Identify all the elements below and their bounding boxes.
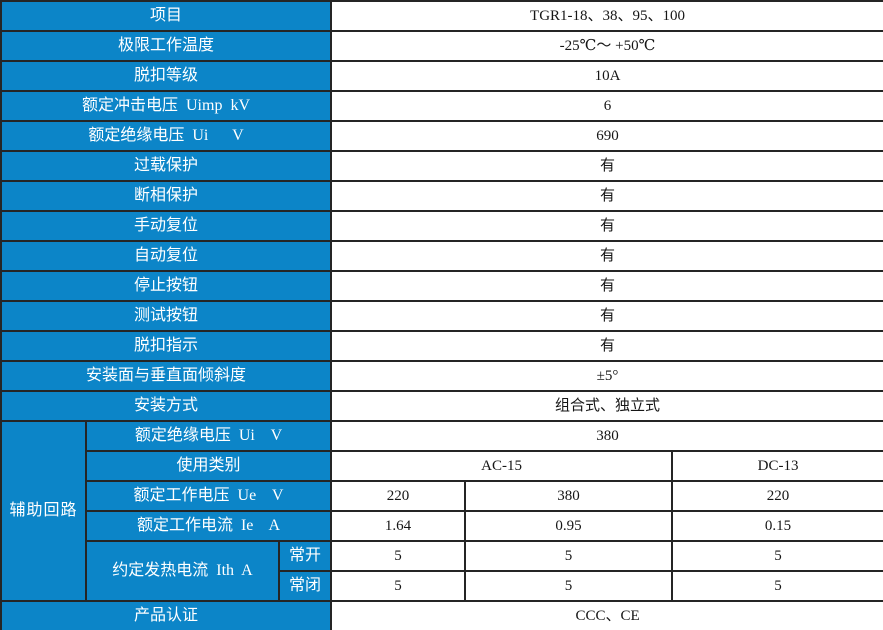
aux-row-value-ui: 380	[330, 420, 883, 452]
row-value-ui: 690	[330, 120, 883, 152]
row-label-trip-class: 脱扣等级	[0, 60, 333, 92]
row-label-tilt-angle: 安装面与垂直面倾斜度	[0, 360, 333, 392]
aux-category-dc: DC-13	[671, 450, 883, 482]
table-row-aux-ith-nc: 常闭 5 5 5	[1, 570, 883, 602]
aux-ie-value-2: 0.95	[464, 510, 674, 542]
row-label-manual-reset: 手动复位	[0, 210, 333, 242]
table-row-aux-ue: 额定工作电压 Ue V 220 380 220	[1, 480, 883, 512]
row-label-overload-protection: 过载保护	[0, 150, 333, 182]
row-value-trip-class: 10A	[330, 60, 883, 92]
aux-row-label-ue: 额定工作电压 Ue V	[84, 480, 333, 512]
row-label-mounting-type: 安装方式	[0, 390, 333, 422]
row-value-certification: CCC、CE	[330, 600, 883, 630]
aux-ith-nc-value-3: 5	[671, 570, 883, 602]
table-row-uimp: 额定冲击电压 Uimp kV 6	[0, 90, 883, 122]
table-row-phase-loss-protection: 断相保护 有	[0, 180, 883, 212]
table-row-aux-ui: 辅助回路 额定绝缘电压 Ui V 380	[0, 420, 883, 602]
table-row-trip-class: 脱扣等级 10A	[0, 60, 883, 92]
table-row-aux-category: 使用类别 AC-15 DC-13	[1, 450, 883, 482]
row-value-overload-protection: 有	[330, 150, 883, 182]
aux-ith-nc-label: 常闭	[277, 570, 333, 602]
table-row-test-button: 测试按钮 有	[0, 300, 883, 332]
table-row-aux-ith-no: 约定发热电流 Ith A 常开 5 5 5	[1, 540, 883, 602]
aux-ith-no-label: 常开	[277, 540, 333, 572]
aux-row-label-ui: 额定绝缘电压 Ui V	[84, 420, 333, 452]
row-value-tilt-angle: ±5°	[330, 360, 883, 392]
row-label-temp-range: 极限工作温度	[0, 30, 333, 62]
table-row-stop-button: 停止按钮 有	[0, 270, 883, 302]
aux-ith-nc-value-1: 5	[330, 570, 467, 602]
aux-ie-value-3: 0.15	[671, 510, 883, 542]
table-row-overload-protection: 过载保护 有	[0, 150, 883, 182]
row-value-temp-range: -25℃～ +50℃	[330, 30, 883, 62]
aux-row-label-ith: 约定发热电流 Ith A	[85, 540, 280, 602]
row-label-ui: 额定绝缘电压 Ui V	[0, 120, 333, 152]
aux-ie-value-1: 1.64	[330, 510, 467, 542]
table-row-manual-reset: 手动复位 有	[0, 210, 883, 242]
row-label-certification: 产品认证	[0, 600, 333, 630]
table-row-mounting-type: 安装方式 组合式、独立式	[0, 390, 883, 422]
aux-ue-value-2: 380	[464, 480, 674, 512]
table-row-aux-ie: 额定工作电流 Ie A 1.64 0.95 0.15	[1, 510, 883, 542]
aux-ith-nc-value-2: 5	[464, 570, 674, 602]
row-value-model: TGR1-18、38、95、100	[330, 0, 883, 32]
row-value-manual-reset: 有	[330, 210, 883, 242]
row-label-trip-indicator: 脱扣指示	[0, 330, 333, 362]
row-value-test-button: 有	[330, 300, 883, 332]
aux-group-label: 辅助回路	[0, 420, 87, 602]
aux-ith-no-value-3: 5	[671, 540, 883, 572]
aux-row-label-ie: 额定工作电流 Ie A	[84, 510, 333, 542]
row-value-phase-loss-protection: 有	[330, 180, 883, 212]
table-row-trip-indicator: 脱扣指示 有	[0, 330, 883, 362]
row-label-stop-button: 停止按钮	[0, 270, 333, 302]
row-label-model: 项目	[0, 0, 333, 32]
row-value-stop-button: 有	[330, 270, 883, 302]
row-label-test-button: 测试按钮	[0, 300, 333, 332]
aux-row-label-category: 使用类别	[84, 450, 333, 482]
aux-category-ac: AC-15	[330, 450, 674, 482]
row-value-auto-reset: 有	[330, 240, 883, 272]
row-value-trip-indicator: 有	[330, 330, 883, 362]
table-row-tilt-angle: 安装面与垂直面倾斜度 ±5°	[0, 360, 883, 392]
row-value-mounting-type: 组合式、独立式	[330, 390, 883, 422]
row-value-uimp: 6	[330, 90, 883, 122]
aux-ith-no-value-1: 5	[330, 540, 467, 572]
table-row-auto-reset: 自动复位 有	[0, 240, 883, 272]
table-row-model: 项目 TGR1-18、38、95、100	[0, 0, 883, 32]
aux-ue-value-3: 220	[671, 480, 883, 512]
table-row-certification: 产品认证 CCC、CE	[0, 600, 883, 630]
row-label-phase-loss-protection: 断相保护	[0, 180, 333, 212]
table-row-temp-range: 极限工作温度 -25℃～ +50℃	[0, 30, 883, 62]
row-label-uimp: 额定冲击电压 Uimp kV	[0, 90, 333, 122]
aux-ue-value-1: 220	[330, 480, 467, 512]
table-row-ui: 额定绝缘电压 Ui V 690	[0, 120, 883, 152]
aux-ith-no-value-2: 5	[464, 540, 674, 572]
row-label-auto-reset: 自动复位	[0, 240, 333, 272]
